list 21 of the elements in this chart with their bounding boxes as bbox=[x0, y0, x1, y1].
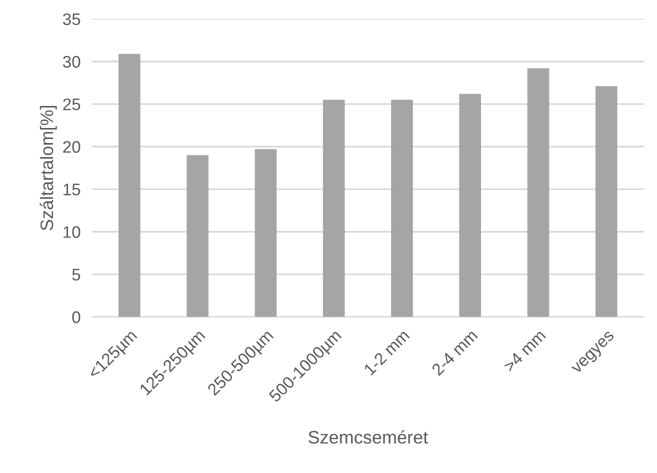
bar bbox=[186, 155, 208, 317]
y-tick-label: 20 bbox=[63, 141, 80, 153]
bar bbox=[595, 86, 618, 317]
y-tick-label: 25 bbox=[63, 98, 80, 110]
y-tick-label: 0 bbox=[72, 311, 80, 324]
x-axis-title: Szemcseméret bbox=[308, 430, 428, 444]
y-tick-label: 30 bbox=[62, 56, 80, 68]
y-tick-label: 15 bbox=[64, 184, 80, 196]
y-tick-label: 35 bbox=[62, 13, 80, 26]
x-tick-label: 1-2 mm bbox=[363, 329, 410, 376]
bar bbox=[118, 54, 140, 317]
bar bbox=[459, 94, 482, 317]
y-tick-label: 5 bbox=[72, 268, 80, 281]
x-tick-label: >4 mm bbox=[502, 329, 546, 372]
x-tick-label: 2-4 mm bbox=[431, 329, 478, 376]
bar bbox=[322, 100, 345, 317]
y-axis-title: Száltartalom[%] bbox=[40, 106, 57, 230]
y-tick-label: 10 bbox=[64, 226, 80, 238]
bar bbox=[527, 68, 550, 317]
bar bbox=[391, 100, 413, 317]
bar bbox=[254, 149, 277, 317]
